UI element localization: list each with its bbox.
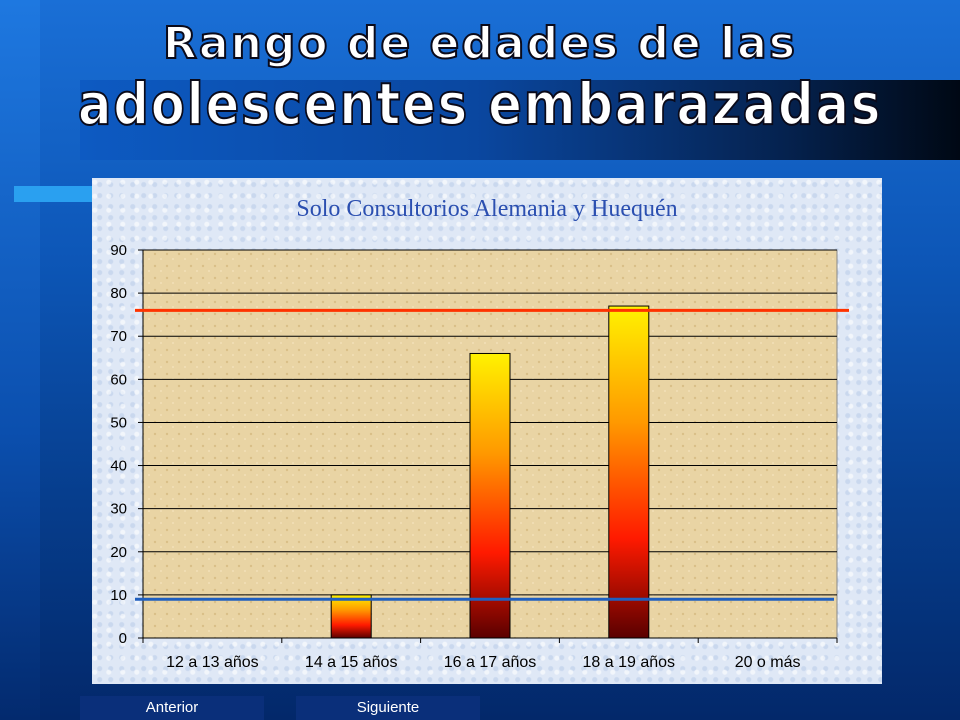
slide-title-line2: adolescentes embarazadas <box>77 69 883 139</box>
y-tick-label: 30 <box>110 501 127 518</box>
x-tick-label: 14 a 15 años <box>305 654 398 671</box>
left-decor-strip <box>0 0 40 720</box>
y-tick-label: 0 <box>119 630 127 647</box>
y-tick-label: 50 <box>110 414 127 431</box>
bar-chart: 0 10 20 30 40 50 60 70 80 90 12 a 13 años 14 a 15 a… <box>110 242 849 671</box>
previous-button[interactable]: Anterior <box>80 696 264 720</box>
x-tick-label: 20 o más <box>735 654 801 671</box>
y-tick-label: 10 <box>110 587 127 604</box>
y-tick-label: 70 <box>110 328 127 345</box>
y-tick-label: 60 <box>110 371 127 388</box>
chart-title: Solo Consultorios Alemania y Huequén <box>296 196 678 222</box>
title-band <box>80 80 960 160</box>
accent-bar <box>14 186 94 202</box>
bar-3 <box>469 352 511 639</box>
x-tick-label: 18 a 19 años <box>583 654 676 671</box>
chart-panel: Solo Consultorios Alemania y Huequén 0 10… <box>92 178 882 684</box>
y-tick-label: 20 <box>110 544 127 561</box>
next-button[interactable]: Siguiente <box>296 696 480 720</box>
y-tick-label: 80 <box>110 285 127 302</box>
x-tick-label: 16 a 17 años <box>444 654 537 671</box>
y-tick-label: 40 <box>110 458 127 475</box>
bar-4 <box>608 305 650 639</box>
x-tick-label: 12 a 13 años <box>166 654 259 671</box>
bar-2 <box>330 594 372 639</box>
slide-title-line1: Rango de edades de las <box>162 17 798 70</box>
y-tick-label: 90 <box>110 242 127 259</box>
